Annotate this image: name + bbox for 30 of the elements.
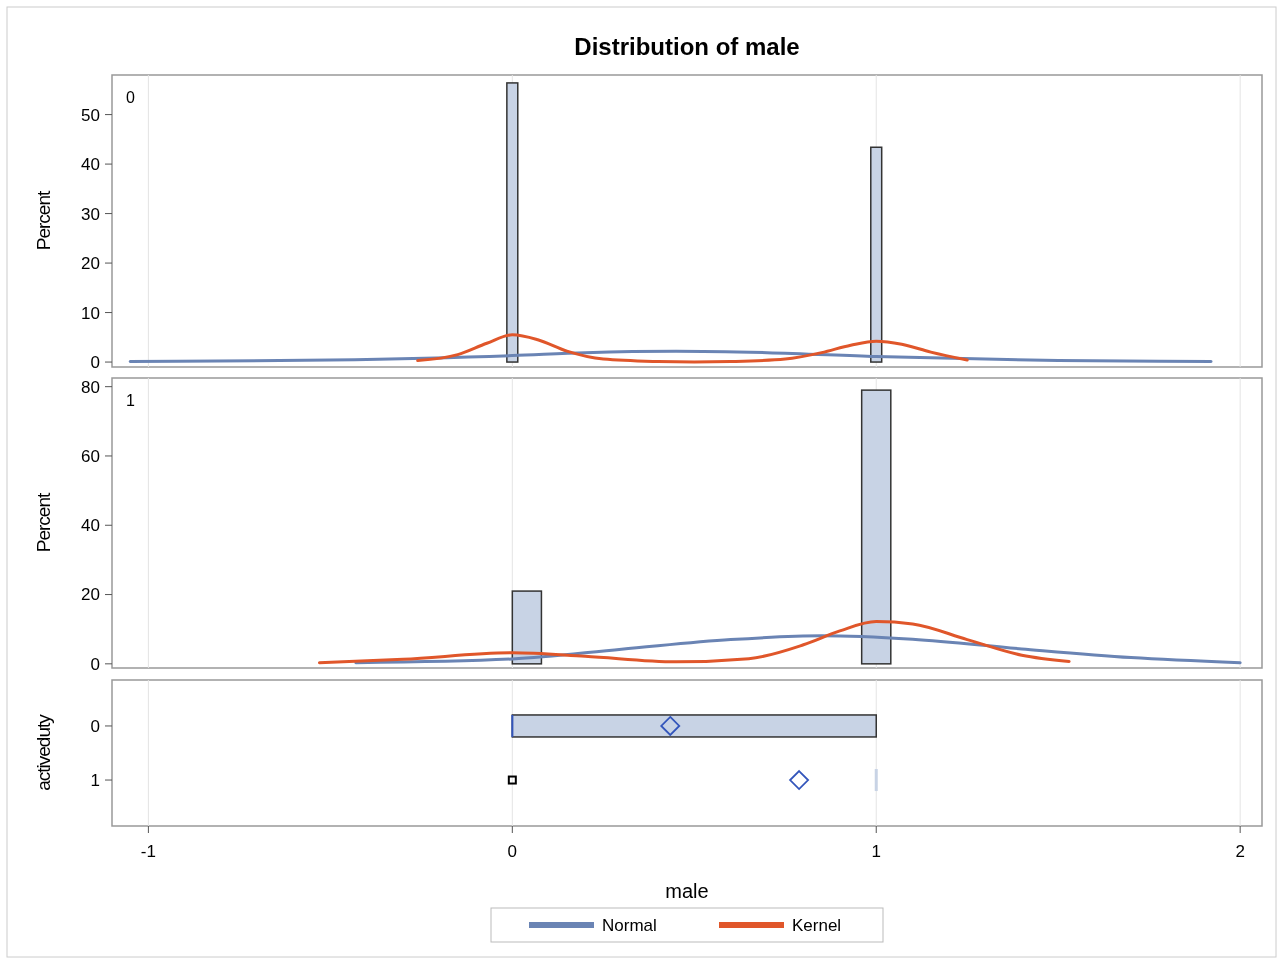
annotation: 0 (126, 89, 135, 106)
y-tick-label: 0 (90, 353, 100, 372)
y-tick-label: 1 (90, 770, 100, 790)
y-tick-label: 60 (81, 446, 100, 466)
x-tick-label: 0 (507, 842, 518, 861)
line-series (416, 333, 969, 364)
y-tick-label: 20 (81, 585, 100, 605)
x-axis-title: male (665, 880, 709, 902)
x-tick-label: 1 (871, 842, 881, 861)
y-tick-label: 40 (81, 516, 100, 536)
line-series (128, 349, 1213, 364)
y-axis-title: activeduty (33, 713, 54, 791)
legend-label: Normal (602, 915, 657, 935)
chart-title: Distribution of male (574, 33, 800, 60)
line-series (317, 620, 1071, 665)
annotation: 1 (126, 392, 135, 409)
y-tick-label: 0 (90, 716, 100, 736)
legend-label: Kernel (792, 915, 842, 935)
y-axis-title: Percent (33, 190, 54, 251)
y-tick-label: 30 (81, 204, 100, 224)
x-tick-label: -1 (140, 842, 156, 861)
y-tick-label: 0 (90, 654, 100, 674)
y-tick-label: 10 (81, 303, 100, 323)
line-series (354, 634, 1242, 665)
y-tick-label: 40 (81, 155, 100, 175)
y-axis-title: Percent (33, 492, 54, 553)
y-tick-label: 80 (81, 377, 100, 397)
y-tick-label: 20 (81, 254, 100, 274)
y-tick-label: 50 (81, 105, 100, 125)
x-tick-label: 2 (1235, 842, 1245, 861)
